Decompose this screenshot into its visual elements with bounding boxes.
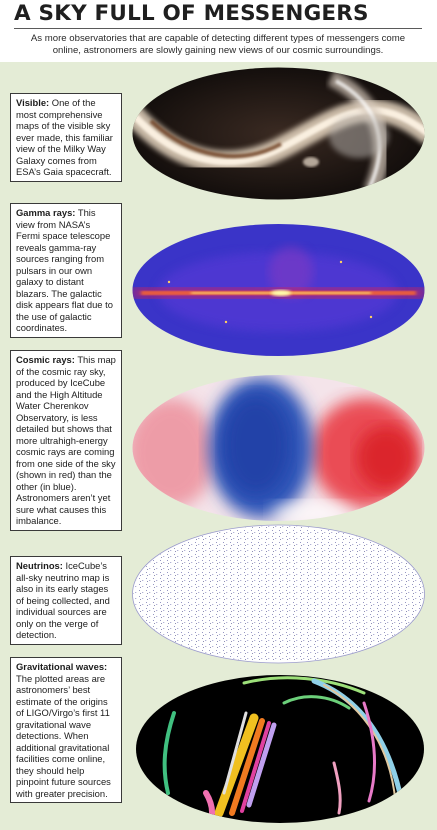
neutrino-caption: Neutrinos: IceCube’s all-sky neutrino ma…	[10, 556, 122, 645]
gw-caption: Gravitational waves: The plotted areas a…	[10, 657, 122, 803]
page-title: A SKY FULL OF MESSENGERS	[14, 1, 369, 26]
gamma-text: This view from NASA’s Fermi space telesc…	[16, 207, 113, 333]
gamma-caption: Gamma rays: This view from NASA’s Fermi …	[10, 203, 122, 338]
gw-label: Gravitational waves:	[16, 661, 108, 672]
cosmic-label: Cosmic rays:	[16, 354, 75, 365]
neutrino-text: IceCube’s all-sky neutrino map is also i…	[16, 560, 110, 640]
page-subtitle: As more observatories that are capable o…	[30, 33, 406, 56]
visible-text: One of the most comprehensive maps of th…	[16, 97, 113, 177]
visible-sky-map	[132, 67, 425, 200]
gravitational-wave-sky-map	[136, 675, 424, 823]
neutrino-label: Neutrinos:	[16, 560, 63, 571]
visible-label: Visible:	[16, 97, 50, 108]
title-rule	[14, 28, 422, 29]
neutrino-sky-map	[132, 524, 425, 664]
cosmic-caption: Cosmic rays: This map of the cosmic ray …	[10, 350, 122, 531]
gamma-ray-sky-map	[132, 224, 425, 356]
cosmic-ray-sky-map	[132, 375, 425, 521]
gw-text: The plotted areas are astronomers’ best …	[16, 672, 111, 799]
cosmic-text: This map of the cosmic ray sky, produced…	[16, 354, 116, 526]
visible-caption: Visible: One of the most comprehensive m…	[10, 93, 122, 182]
gamma-label: Gamma rays:	[16, 207, 76, 218]
header: A SKY FULL OF MESSENGERS As more observa…	[0, 0, 437, 62]
